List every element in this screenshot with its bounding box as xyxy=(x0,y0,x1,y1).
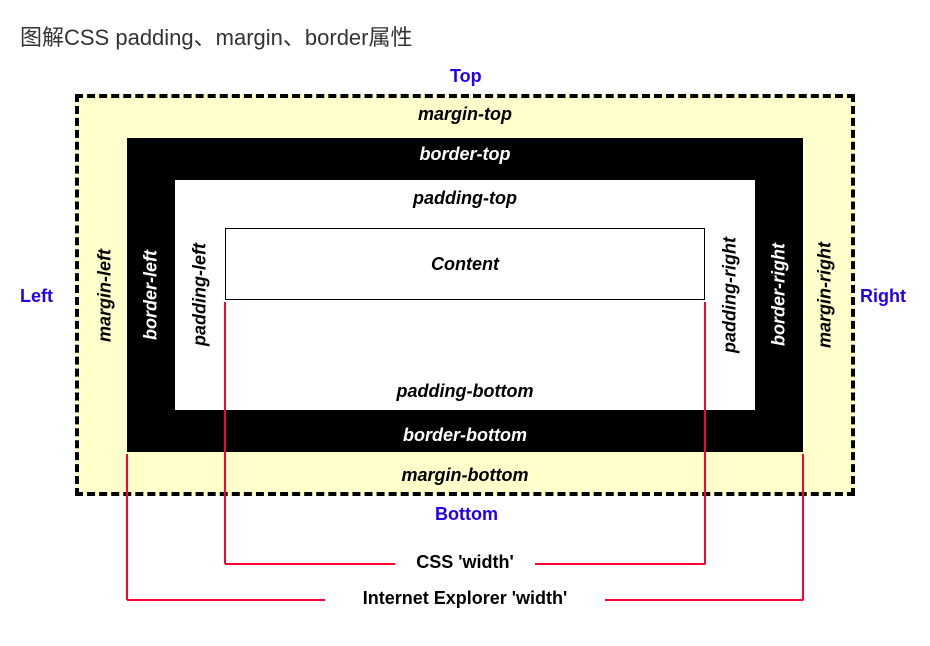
page-title: 图解CSS padding、margin、border属性 xyxy=(20,20,910,52)
content-region: Content xyxy=(225,228,705,300)
content-label: Content xyxy=(431,254,499,275)
border-left-label: border-left xyxy=(129,138,173,452)
ie-width-caption: Internet Explorer 'width' xyxy=(325,588,605,609)
border-bottom-label: border-bottom xyxy=(127,425,803,446)
padding-top-label: padding-top xyxy=(175,188,755,209)
box-model-diagram: Top Bottom Left Right margin-top margin-… xyxy=(20,66,910,626)
margin-left-label: margin-left xyxy=(81,98,129,492)
margin-top-label: margin-top xyxy=(79,104,851,125)
css-width-caption: CSS 'width' xyxy=(395,552,535,573)
side-label-left: Left xyxy=(20,286,53,307)
side-label-top: Top xyxy=(450,66,482,87)
padding-right-label: padding-right xyxy=(707,180,753,410)
padding-left-label: padding-left xyxy=(177,180,223,410)
side-label-bottom: Bottom xyxy=(435,504,498,525)
padding-bottom-label: padding-bottom xyxy=(175,381,755,402)
border-top-label: border-top xyxy=(127,144,803,165)
border-right-label: border-right xyxy=(757,138,801,452)
side-label-right: Right xyxy=(860,286,906,307)
margin-right-label: margin-right xyxy=(801,98,849,492)
margin-bottom-label: margin-bottom xyxy=(79,465,851,486)
